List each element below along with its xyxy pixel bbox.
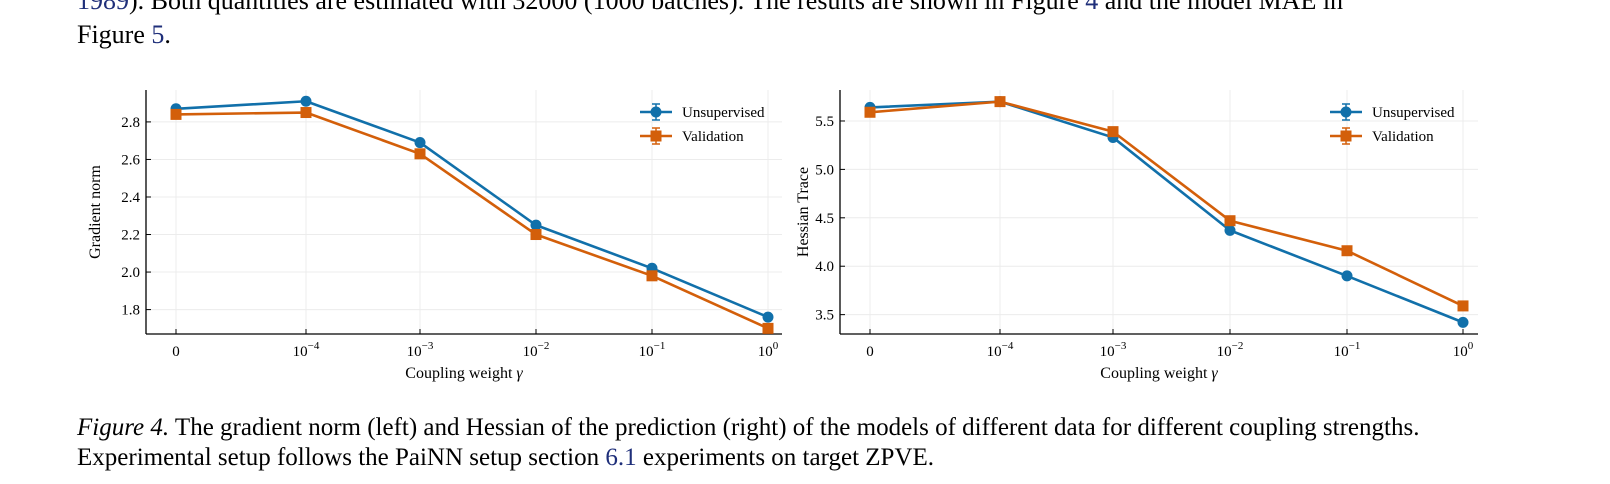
data-point-validation — [1224, 215, 1236, 227]
figure-4-link[interactable]: 4 — [1085, 0, 1099, 15]
caption-text: experiments on target ZPVE. — [636, 444, 935, 471]
y-tick-label: 4.5 — [815, 211, 834, 227]
citation-link[interactable]: 1989 — [77, 0, 129, 15]
data-point-validation — [170, 108, 182, 120]
gradient-norm-chart: 1.8 2.0 2.2 2.4 2.6 2.8 0 10−4 10−3 10−2 10−1 100 Co… — [87, 90, 782, 382]
x-tick-label: 10−4 — [987, 340, 1014, 360]
y-tick-label: 5.5 — [815, 114, 834, 130]
x-tick-label: 10−1 — [1334, 340, 1361, 360]
y-tick-label: 1.8 — [121, 303, 140, 319]
legend-marker — [650, 106, 662, 118]
caption-text: Experimental setup follows the PaiNN set… — [77, 444, 606, 471]
data-point-validation — [1457, 300, 1469, 312]
data-point-unsupervised — [530, 219, 542, 231]
x-axis-label: Coupling weight γ — [405, 365, 523, 382]
y-axis-label: Hessian Trace — [795, 167, 812, 257]
legend-label: Validation — [682, 129, 744, 145]
series-line-validation — [175, 111, 769, 330]
y-tick-label: 5.0 — [815, 162, 834, 178]
x-tick-label: 10−2 — [523, 340, 550, 360]
legend-marker — [650, 130, 662, 142]
body-text-segment: and the model MAE in — [1098, 0, 1344, 15]
x-tick-label: 10−4 — [293, 340, 320, 360]
data-point-validation — [414, 148, 426, 160]
data-point-unsupervised — [1224, 224, 1236, 236]
data-point-validation — [530, 229, 542, 241]
x-tick-label: 10−3 — [1100, 340, 1127, 360]
legend-marker — [1340, 130, 1352, 142]
x-tick-label: 10−3 — [407, 340, 434, 360]
y-tick-label: 2.2 — [121, 228, 140, 244]
data-point-unsupervised — [300, 95, 312, 107]
data-point-unsupervised — [1341, 270, 1353, 282]
y-tick-label: 4.0 — [815, 259, 834, 275]
body-text-segment: . — [164, 20, 171, 49]
legend-label: Unsupervised — [1372, 105, 1455, 121]
data-point-unsupervised — [1457, 316, 1469, 328]
body-text-segment: Figure — [77, 20, 152, 49]
data-point-unsupervised — [414, 137, 426, 149]
x-tick-label: 0 — [172, 344, 180, 360]
x-axis-label: Coupling weight γ — [1100, 365, 1218, 382]
data-point-validation — [300, 107, 312, 119]
caption-label: Figure 4. — [77, 414, 170, 441]
legend-label: Unsupervised — [682, 105, 765, 121]
x-tick-label: 10−2 — [1217, 340, 1244, 360]
data-point-validation — [864, 106, 876, 118]
y-tick-label: 2.6 — [121, 152, 140, 168]
x-tick-label: 100 — [758, 340, 779, 360]
data-point-validation — [646, 270, 658, 282]
data-point-validation — [1341, 245, 1353, 257]
y-tick-label: 3.5 — [815, 308, 834, 324]
caption-line-2: Experimental setup follows the PaiNN set… — [77, 443, 1419, 473]
caption-text: The gradient norm (left) and Hessian of … — [169, 414, 1420, 441]
x-tick-label: 10−1 — [639, 340, 666, 360]
legend-label: Validation — [1372, 129, 1434, 145]
data-point-validation — [994, 96, 1006, 108]
y-axis-label: Gradient norm — [87, 165, 104, 259]
series-line-unsupervised — [175, 99, 769, 319]
hessian-trace-chart: 3.5 4.0 4.5 5.0 5.5 0 10−4 10−3 10−2 10−1 100 Coupl… — [795, 90, 1478, 382]
body-text-line-1: 1989). Both quantities are estimated wit… — [77, 0, 1343, 16]
y-tick-label: 2.0 — [121, 265, 140, 281]
body-text-segment: ). Both quantities are estimated with 32… — [129, 0, 1086, 15]
section-link[interactable]: 6.1 — [605, 444, 637, 471]
figure-5-link[interactable]: 5 — [151, 20, 165, 49]
body-text-line-2: Figure 5. — [77, 20, 171, 50]
data-point-validation — [1107, 126, 1119, 138]
y-tick-label: 2.4 — [121, 190, 140, 206]
data-point-validation — [762, 322, 774, 334]
figure-caption: Figure 4. The gradient norm (left) and H… — [77, 413, 1419, 473]
series-line-validation — [869, 100, 1464, 308]
data-point-unsupervised — [762, 311, 774, 323]
y-tick-label: 2.8 — [121, 115, 140, 131]
x-tick-label: 100 — [1453, 340, 1474, 360]
legend-marker — [1340, 106, 1352, 118]
caption-line-1: Figure 4. The gradient norm (left) and H… — [77, 413, 1419, 443]
x-tick-label: 0 — [866, 344, 874, 360]
